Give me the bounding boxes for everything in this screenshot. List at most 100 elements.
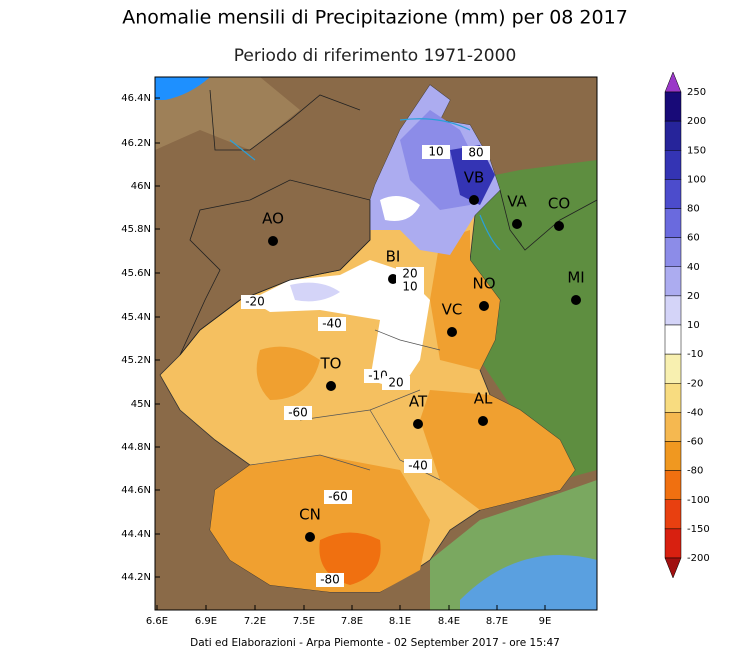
lat-label: 44.4N: [121, 529, 151, 540]
colorbar-band: [664, 266, 682, 297]
city-label: MI: [567, 269, 584, 287]
contour-label-bg: [396, 267, 424, 281]
colorbar-label: -100: [687, 495, 710, 506]
lon-label: 7.2E: [244, 616, 266, 627]
colorbar-label: 40: [687, 262, 700, 273]
colorbar-band: [664, 324, 682, 355]
lat-label: 44.2N: [121, 572, 151, 583]
colorbar-band: [664, 295, 682, 326]
colorbar-band: [664, 208, 682, 238]
city-dot: [413, 419, 423, 429]
city-label: TO: [320, 355, 342, 373]
city-label: CO: [548, 195, 570, 213]
contour-label: -40: [322, 317, 342, 331]
city-dot: [447, 327, 457, 337]
contour-label: 10: [428, 145, 443, 159]
lat-label: 46.2N: [121, 138, 151, 149]
contour-label: 80: [468, 146, 483, 160]
contour-label-bg: [382, 376, 410, 390]
contour-label-bg: [318, 317, 346, 331]
lat-label: 44.8N: [121, 442, 151, 453]
contour-label: -60: [288, 406, 308, 420]
lon-label: 8.4E: [438, 616, 460, 627]
lon-label: 8.7E: [486, 616, 508, 627]
lat-label: 45.8N: [121, 224, 151, 235]
city-dot: [554, 221, 564, 231]
city-label: AO: [262, 210, 284, 228]
city-dot: [479, 301, 489, 311]
colorbar-label: 10: [687, 320, 700, 331]
city-label: VB: [464, 169, 485, 187]
city-dot: [571, 295, 581, 305]
colorbar-label: 100: [687, 174, 706, 185]
colorbar-label: 200: [687, 116, 706, 127]
city-label: AT: [409, 393, 428, 411]
city-dot: [305, 532, 315, 542]
colorbar-label: -10: [687, 349, 703, 360]
subtitle: Periodo di riferimento 1971-2000: [234, 46, 517, 66]
colorbar-tip: [664, 557, 682, 579]
lat-label: 46N: [131, 181, 151, 192]
contour-label: -20: [245, 295, 265, 309]
colorbar-label: -60: [687, 437, 703, 448]
contour-label-bg: [396, 280, 424, 294]
lon-label: 7.5E: [293, 616, 315, 627]
city-dot: [268, 236, 278, 246]
city-label: NO: [472, 275, 495, 293]
colorbar-label: 250: [687, 87, 706, 98]
city-dot: [388, 274, 398, 284]
map-frame: [154, 76, 598, 611]
city-label: BI: [386, 248, 401, 266]
title: Anomalie mensili di Precipitazione (mm) …: [122, 7, 628, 29]
colorbar-label: -200: [687, 553, 710, 564]
city-dot: [326, 381, 336, 391]
contour-label: -40: [408, 459, 428, 473]
contour-label-bg: [241, 295, 269, 309]
colorbar-label: -20: [687, 378, 703, 389]
lat-label: 45.4N: [121, 312, 151, 323]
colorbar-band: [664, 150, 682, 180]
city-label: VC: [442, 301, 463, 319]
city-label: AL: [474, 390, 493, 408]
contour-label-bg: [324, 490, 352, 504]
contour-label-bg: [404, 459, 432, 473]
colorbar-band: [664, 91, 682, 122]
colorbar-band: [664, 499, 682, 530]
colorbar-band: [664, 237, 682, 267]
footer: Dati ed Elaborazioni - Arpa Piemonte - 0…: [190, 637, 560, 649]
lon-label: 8.1E: [389, 616, 411, 627]
city-dot: [512, 219, 522, 229]
contour-label: -60: [328, 490, 348, 504]
city-dot: [478, 416, 488, 426]
lat-label: 44.6N: [121, 485, 151, 496]
contour-label-bg: [316, 573, 344, 587]
colorbar-band: [664, 120, 682, 151]
overlay: 46.4N 46.2N 46N 45.8N 45.6N 45.4N 45.2N 45N 44.8…: [121, 71, 710, 627]
colorbar-band: [664, 441, 682, 471]
colorbar-label: -40: [687, 407, 703, 418]
lat-label: 45N: [131, 399, 151, 410]
colorbar-label: -80: [687, 466, 703, 477]
city-label: CN: [299, 506, 321, 524]
map: [155, 77, 597, 610]
colorbar-tip: [664, 71, 682, 93]
lon-label: 9E: [539, 616, 552, 627]
colorbar-label: 80: [687, 204, 700, 215]
contour-label: 20: [388, 376, 403, 390]
colorbar-label: 150: [687, 145, 706, 156]
contour-label-bg: [422, 145, 450, 159]
contour-label: -80: [320, 573, 340, 587]
colorbar-band: [664, 412, 682, 442]
lon-label: 6.9E: [195, 616, 217, 627]
colorbar-label: -150: [687, 524, 710, 535]
colorbar-band: [664, 179, 682, 209]
city-dot: [469, 195, 479, 205]
lon-label: 6.6E: [146, 616, 168, 627]
colorbar-band: [664, 383, 682, 413]
lon-label: 7.8E: [341, 616, 363, 627]
lat-label: 45.6N: [121, 268, 151, 279]
lat-label: 45.2N: [121, 355, 151, 366]
colorbar-label: 60: [687, 233, 700, 244]
colorbar-label: 20: [687, 291, 700, 302]
